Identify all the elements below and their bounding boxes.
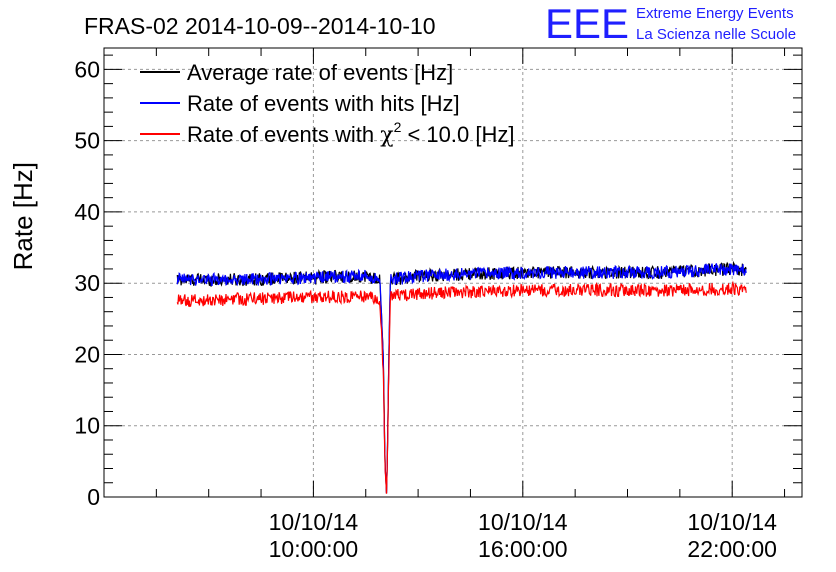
x-tick-time: 10:00:00: [269, 536, 359, 562]
series-line-0: [176, 260, 747, 494]
y-tick-label: 0: [87, 484, 100, 510]
y-tick-label: 40: [74, 199, 100, 225]
legend-label-chi2: Rate of events with χ2 < 10.0 [Hz]: [187, 119, 514, 148]
legend-label-hits: Rate of events with hits [Hz]: [187, 91, 460, 116]
y-axis-label: Rate [Hz]: [8, 162, 38, 270]
x-tick-time: 22:00:00: [687, 536, 777, 562]
logo-line-1: Extreme Energy Events: [636, 5, 794, 22]
logo-line-2: La Scienza nelle Scuole: [636, 26, 796, 43]
x-tick-date: 10/10/14: [478, 509, 568, 535]
series-line-1: [176, 262, 747, 494]
series-line-2: [176, 280, 747, 494]
y-tick-label: 50: [74, 128, 100, 154]
y-tick-labels: 0 10 20 30 40 50 60: [74, 56, 100, 510]
x-tick-date: 10/10/14: [687, 509, 777, 535]
x-tick-date: 10/10/14: [269, 509, 359, 535]
chart-title: FRAS-02 2014-10-09--2014-10-10: [84, 13, 436, 39]
legend-chi2-suffix: < 10.0 [Hz]: [401, 122, 514, 147]
series-layer: [176, 260, 747, 494]
legend-chi2-superscript: 2: [394, 119, 402, 135]
y-tick-label: 60: [74, 56, 100, 82]
axis-ticks: [104, 48, 802, 498]
legend: Average rate of events [Hz] Rate of even…: [140, 60, 514, 148]
y-tick-label: 20: [74, 341, 100, 367]
x-tick-time: 16:00:00: [478, 536, 568, 562]
legend-chi2-prefix: Rate of events with: [187, 122, 380, 147]
eee-logo-mark: EEE: [545, 0, 629, 47]
y-tick-label: 10: [74, 413, 100, 439]
eee-logo: EEE Extreme Energy Events La Scienza nel…: [545, 0, 796, 47]
x-tick-labels: 10/10/1410:00:0010/10/1416:00:0010/10/14…: [269, 509, 778, 562]
legend-chi2-symbol: χ: [380, 123, 393, 148]
y-tick-label: 30: [74, 270, 100, 296]
legend-label-average: Average rate of events [Hz]: [187, 60, 453, 85]
plot-frame: [103, 47, 803, 498]
